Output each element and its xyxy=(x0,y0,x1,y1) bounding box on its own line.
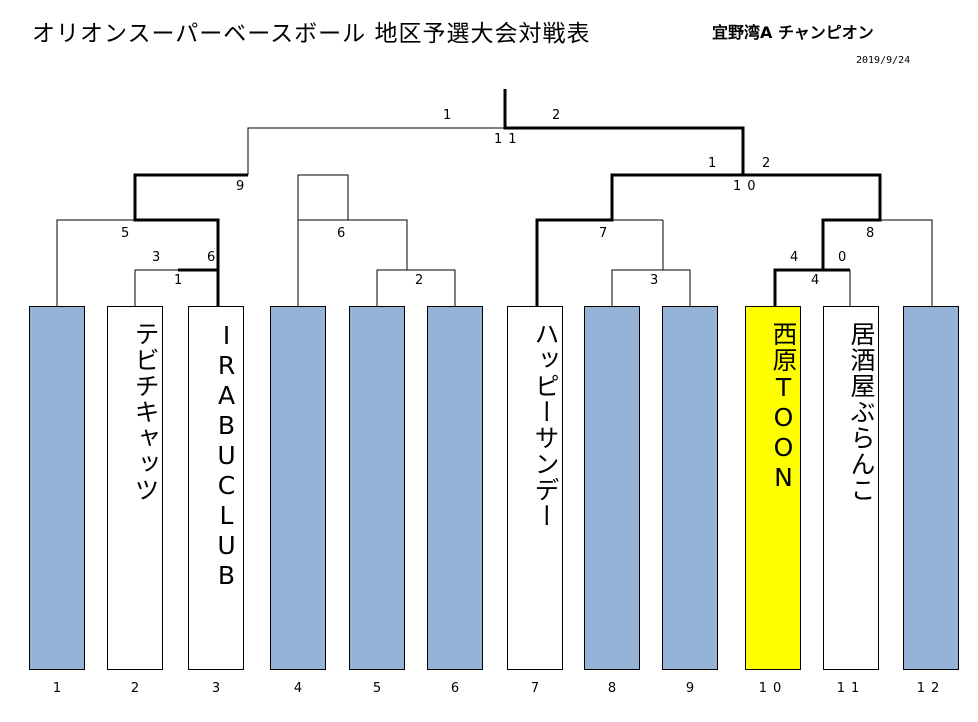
score-m6: 6 xyxy=(337,226,346,241)
slot-number: 2 xyxy=(130,681,140,696)
slot-number: 11 xyxy=(836,681,866,696)
team-slot-12 xyxy=(903,306,959,670)
team-slot-8 xyxy=(584,306,640,670)
slot-number: 9 xyxy=(685,681,695,696)
team-slot-10: 西原TOON xyxy=(745,306,801,670)
slot-number: 8 xyxy=(607,681,617,696)
team-name: 西原TOON xyxy=(769,321,798,493)
team-slot-6 xyxy=(427,306,483,670)
score-m4-left: 4 xyxy=(790,250,799,265)
slot-number: 10 xyxy=(758,681,788,696)
semi-right-score-right: 2 xyxy=(762,156,771,171)
champion-label: 宜野湾A チャンピオン xyxy=(712,23,874,42)
score-m3-left: 3 xyxy=(152,250,161,265)
score-m4: 4 xyxy=(811,273,820,288)
score-m7: 7 xyxy=(599,226,608,241)
page-title: オリオンスーパーベースボール 地区予選大会対戦表 xyxy=(32,21,591,47)
final-score-left: 1 xyxy=(443,108,452,123)
slot-number: 7 xyxy=(530,681,540,696)
score-m2: 2 xyxy=(415,273,424,288)
team-slot-5 xyxy=(349,306,405,670)
final-match-no: 11 xyxy=(494,132,523,147)
team-slot-2: テビチキャッツ xyxy=(107,306,163,670)
team-name: テビチキャッツ xyxy=(131,321,160,503)
semi-left-score: 9 xyxy=(236,179,245,194)
team-name: 居酒屋ぶらんこ xyxy=(847,321,876,503)
team-slot-3: IRABUCLUB xyxy=(188,306,244,670)
slot-number: 6 xyxy=(450,681,460,696)
team-slot-11: 居酒屋ぶらんこ xyxy=(823,306,879,670)
team-slot-7: ハッピーサンデー xyxy=(507,306,563,670)
slot-number: 12 xyxy=(916,681,946,696)
score-m3-right: 6 xyxy=(207,250,216,265)
score-m5: 5 xyxy=(121,226,130,241)
score-m1: 1 xyxy=(174,273,183,288)
team-name: IRABUCLUB xyxy=(212,321,241,591)
score-m8: 8 xyxy=(866,226,875,241)
slot-number: 3 xyxy=(211,681,221,696)
slot-number: 5 xyxy=(372,681,382,696)
semi-right-score-left: 1 xyxy=(708,156,717,171)
score-m4-right: 0 xyxy=(838,250,847,265)
date-label: 2019/9/24 xyxy=(856,55,911,66)
team-slot-1 xyxy=(29,306,85,670)
team-slot-9 xyxy=(662,306,718,670)
slot-number: 1 xyxy=(52,681,62,696)
team-name: ハッピーサンデー xyxy=(531,321,560,529)
slot-number: 4 xyxy=(293,681,303,696)
final-score-right: 2 xyxy=(552,108,561,123)
score-m3b: 3 xyxy=(650,273,659,288)
semi-right-match-no: 10 xyxy=(733,179,762,194)
team-slot-4 xyxy=(270,306,326,670)
